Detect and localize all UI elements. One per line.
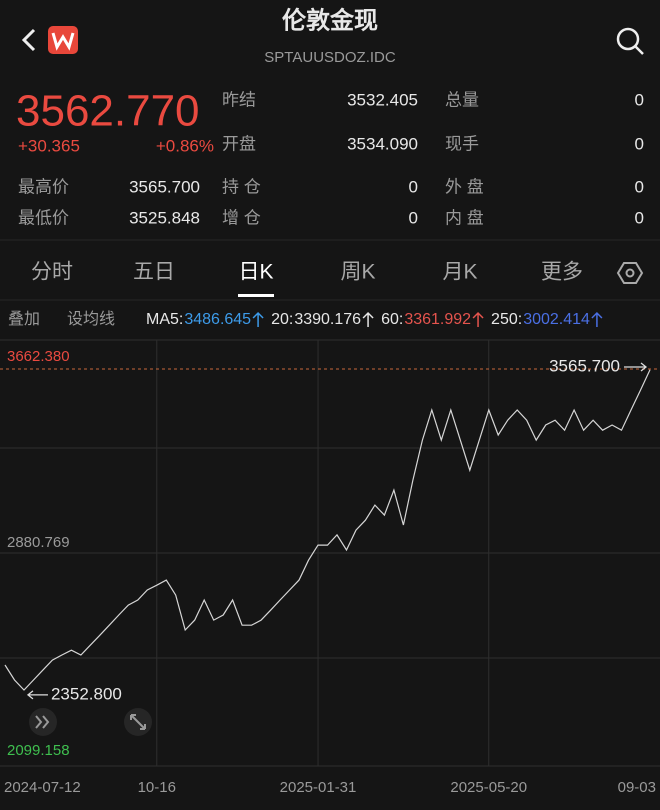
stat-value: 0 bbox=[635, 134, 644, 153]
stat-label: 内 盘 bbox=[445, 208, 484, 227]
search-button[interactable] bbox=[616, 27, 644, 55]
stat-label: 最低价 bbox=[18, 208, 69, 227]
price: 3562.770 bbox=[16, 87, 200, 136]
change-percent: +0.86% bbox=[156, 136, 214, 155]
y-tick-label: 2880.769 bbox=[7, 534, 70, 551]
ma-arrow bbox=[362, 311, 374, 327]
min-label: 2352.800 bbox=[51, 684, 122, 703]
ma-value: 3486.645 bbox=[184, 311, 251, 328]
search-icon bbox=[634, 45, 644, 55]
change: +30.365 bbox=[18, 136, 80, 155]
price-line bbox=[4, 369, 651, 691]
ma-arrow bbox=[472, 311, 484, 327]
settings-button[interactable] bbox=[616, 262, 644, 284]
ma-name: MA5: bbox=[146, 311, 183, 328]
app-logo-mark bbox=[51, 32, 75, 51]
tab[interactable]: 五日 bbox=[133, 261, 175, 284]
stat-label: 昨结 bbox=[222, 90, 256, 109]
ma-legend: MA5: 3486.645 20: 3390.176 60: 3361.992 250: 30… bbox=[146, 311, 603, 328]
stats: 昨结 3532.405 总量 0 开盘 3534.090 现手 0 最高价 3565.700 持 仓… bbox=[18, 90, 644, 227]
stat-value: 0 bbox=[635, 208, 644, 227]
overlay-button[interactable]: 叠加 bbox=[8, 310, 40, 328]
min-arrow bbox=[26, 690, 48, 700]
stat-value: 0 bbox=[409, 177, 418, 196]
stat-label: 持 仓 bbox=[222, 177, 261, 196]
back-button[interactable] bbox=[21, 28, 36, 52]
stat-label: 增 仓 bbox=[222, 208, 261, 227]
settings-icon bbox=[625, 268, 635, 278]
app-logo bbox=[48, 26, 78, 54]
ma-name: 250: bbox=[491, 311, 522, 328]
stat-value: 0 bbox=[409, 208, 418, 227]
fullscreen-button[interactable] bbox=[124, 708, 152, 736]
stat-label: 总量 bbox=[445, 90, 479, 109]
ma-arrow bbox=[252, 311, 264, 327]
ma-value: 3390.176 bbox=[294, 311, 361, 328]
button-bg bbox=[29, 708, 57, 736]
tab[interactable]: 月K bbox=[442, 261, 477, 284]
set-ma-button[interactable]: 设均线 bbox=[67, 310, 115, 328]
tab-underline bbox=[238, 294, 274, 297]
stat-value: 0 bbox=[635, 177, 644, 196]
ma-value: 3361.992 bbox=[404, 311, 471, 328]
ma-name: 20: bbox=[271, 311, 293, 328]
chart: 3662.380 2880.769 2099.158 2024-07-12 10-16 2… bbox=[0, 339, 660, 796]
stat-label: 现手 bbox=[445, 134, 479, 153]
tabs: 分时 五日 日K 周K 月K 更多 bbox=[31, 261, 583, 297]
x-tick-label: 2024-07-12 bbox=[4, 779, 81, 796]
ma-name: 60: bbox=[381, 311, 403, 328]
stat-value: 3534.090 bbox=[347, 134, 418, 153]
max-arrow bbox=[624, 362, 648, 372]
stat-label: 最高价 bbox=[18, 177, 69, 196]
stat-label: 外 盘 bbox=[445, 177, 484, 196]
title: 伦敦金现 bbox=[282, 6, 378, 34]
x-tick-label: 2025-01-31 bbox=[280, 779, 357, 796]
tab[interactable]: 日K bbox=[238, 261, 273, 284]
tab[interactable]: 周K bbox=[340, 261, 375, 284]
ma-arrow bbox=[591, 311, 603, 327]
tab[interactable]: 分时 bbox=[31, 261, 73, 284]
stat-value: 3565.700 bbox=[129, 177, 200, 196]
scroll-icon bbox=[35, 715, 50, 729]
ma-value: 3002.414 bbox=[523, 311, 590, 328]
stat-value: 3532.405 bbox=[347, 90, 418, 109]
max-label: 3565.700 bbox=[549, 356, 620, 375]
stat-value: 0 bbox=[635, 90, 644, 109]
scroll-button[interactable] bbox=[29, 708, 57, 736]
x-tick-label: 09-03 bbox=[618, 779, 656, 796]
stat-value: 3525.848 bbox=[129, 208, 200, 227]
fullscreen-icon bbox=[130, 714, 146, 730]
x-tick-label: 10-16 bbox=[138, 779, 176, 796]
x-tick-label: 2025-05-20 bbox=[450, 779, 527, 796]
tab[interactable]: 更多 bbox=[541, 261, 583, 284]
subtitle: SPTAUUSDOZ.IDC bbox=[264, 49, 396, 66]
y-tick-label: 3662.380 bbox=[7, 348, 70, 365]
y-tick-label: 2099.158 bbox=[7, 742, 70, 759]
stat-label: 开盘 bbox=[222, 134, 256, 153]
settings-icon bbox=[616, 262, 644, 284]
search-icon bbox=[616, 27, 640, 51]
